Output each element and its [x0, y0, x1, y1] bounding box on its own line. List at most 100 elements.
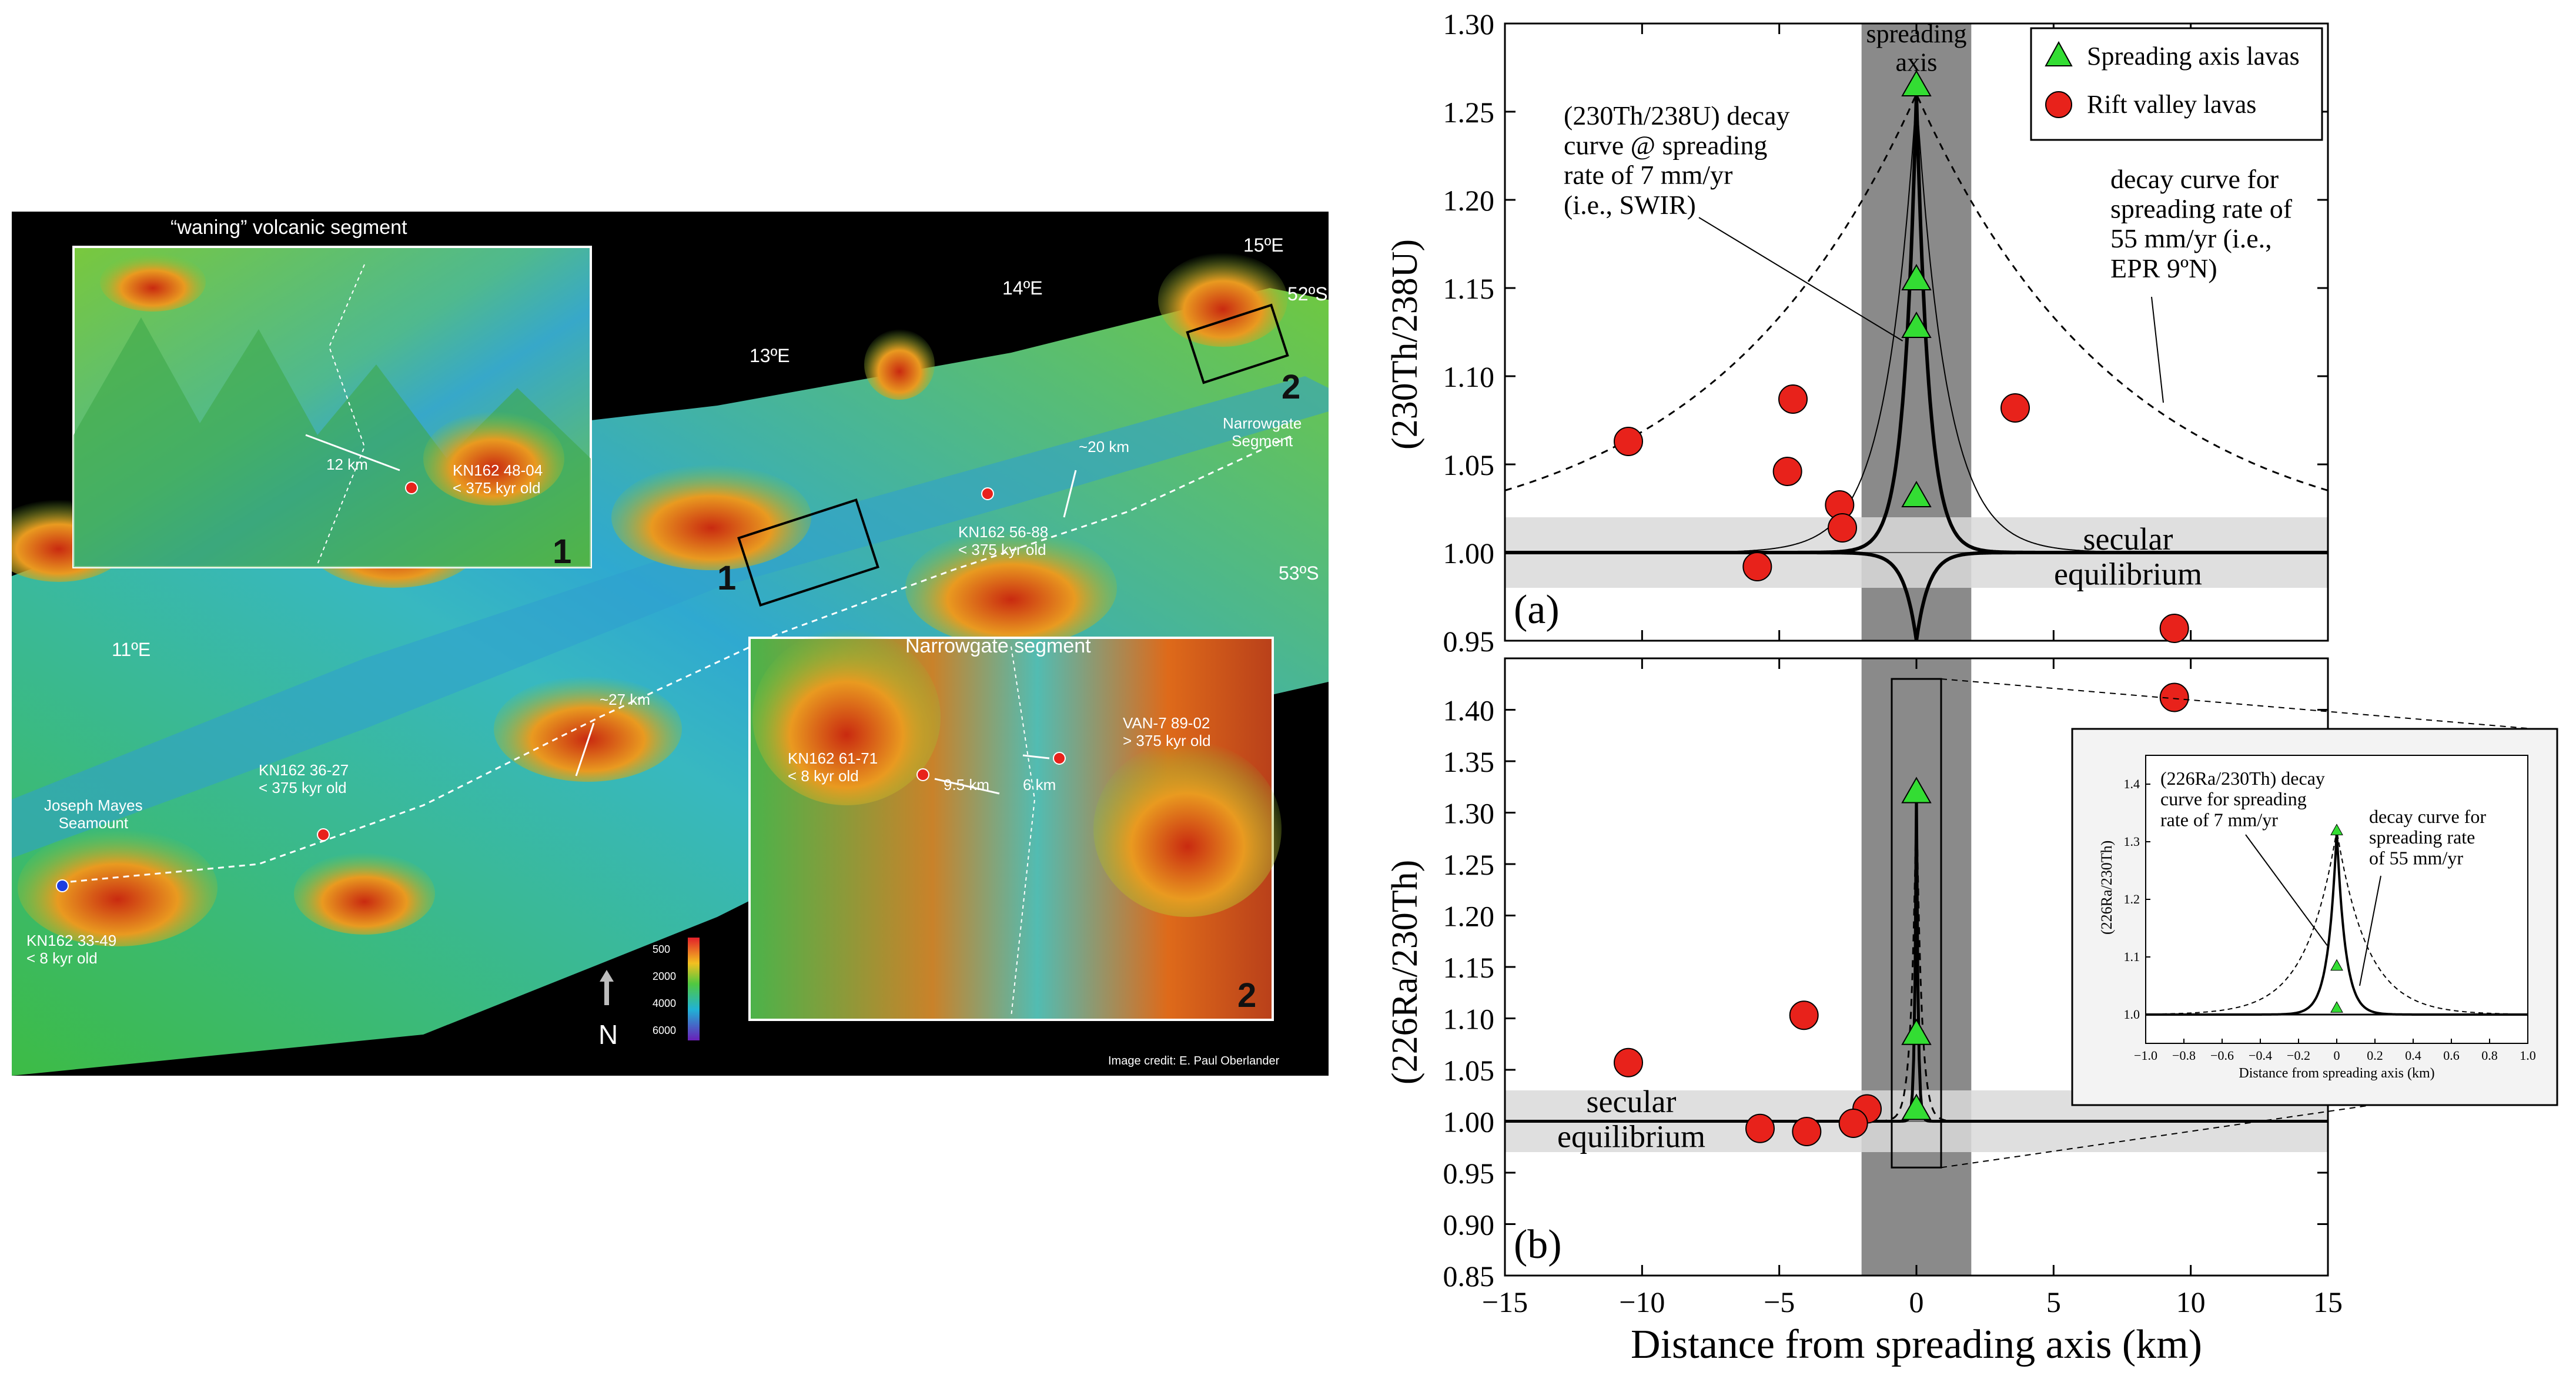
ytick-label-a-4: 1.15	[1443, 272, 1495, 305]
rift-lava-point-a-1	[1778, 384, 1808, 414]
inset-point-2	[2330, 1001, 2343, 1013]
inset-xtick-label-7: 0.4	[2405, 1048, 2421, 1063]
distance-6km: 6 km	[1023, 776, 1056, 794]
axis-lava-point-a-1	[1901, 263, 1932, 290]
lat-label-53s: 53ºS	[1279, 563, 1319, 584]
fast-decay-curve-b	[1505, 792, 2328, 1122]
depth-scale-labels: 500 2000 4000 6000	[653, 943, 677, 1036]
sample-van-7-89-02: VAN-7 89-02 > 375 kyr old	[1123, 714, 1211, 749]
rift-lava-point-b-3	[1792, 1117, 1822, 1146]
ytick-label-a-1: 1.00	[1443, 537, 1495, 570]
ytick-label-b-4: 1.05	[1443, 1054, 1495, 1087]
secular-label-b: secular equilibrium	[1557, 1084, 1705, 1154]
image-credit: Image credit: E. Paul Oberlander	[1108, 1055, 1280, 1067]
ytick-label-b-0: 0.85	[1443, 1260, 1495, 1293]
legend-circle-marker	[2045, 91, 2072, 118]
rift-lava-point-a-7	[2159, 614, 2189, 643]
sample-kn162-61-71: KN162 61-71 < 8 kyr old	[788, 749, 878, 785]
inset-ytick-label-3: 1.3	[2124, 834, 2140, 849]
ylabel-b: (226Ra/230Th)	[1385, 860, 1425, 1085]
panel-label-a: (a)	[1514, 587, 1560, 632]
inset-xtick-label-5: 0	[2334, 1048, 2340, 1063]
xtick-label-b-2: −5	[1764, 1286, 1795, 1318]
distance-20km: ~20 km	[1079, 438, 1129, 456]
inset-fast-pointer	[2359, 875, 2381, 986]
sample-kn162-36-27: KN162 36-27 < 375 kyr old	[259, 761, 349, 796]
xtick-label-b-6: 15	[2313, 1286, 2343, 1318]
inset-xtick-label-8: 0.6	[2443, 1048, 2460, 1063]
ytick-label-a-5: 1.20	[1443, 184, 1495, 217]
rift-lava-point-b-0	[1614, 1047, 1643, 1077]
rift-lava-point-a-5	[1742, 552, 1772, 581]
ytick-label-a-2: 1.05	[1443, 448, 1495, 481]
north-arrow-label: N	[598, 1019, 618, 1050]
lon-label-15e: 15ºE	[1243, 235, 1284, 256]
inset-fast-annotation: decay curve for spreading rate of 55 mm/yr	[2369, 806, 2486, 868]
inset-slow-annotation: (226Ra/230Th) decay curve for spreading ra…	[2160, 768, 2325, 830]
axis-lava-point-b-2	[1901, 1093, 1932, 1120]
rift-lava-point-b-6	[2159, 682, 2189, 712]
axis-lava-point-b-1	[1901, 1018, 1932, 1045]
legend-box	[2030, 27, 2323, 141]
inset-ytick-label-4: 1.4	[2124, 776, 2140, 791]
seamount-label: Joseph Mayes Seamount	[44, 796, 143, 832]
slow-decay-curve-lower-a	[1505, 551, 2328, 641]
xtick-label-b-5: 10	[2176, 1286, 2206, 1318]
bathymetry-render	[12, 246, 1329, 1076]
inset-xtick-label-4: −0.2	[2287, 1048, 2310, 1063]
ylabel-a: (230Th/238U)	[1385, 239, 1425, 450]
inset-ylabel: (226Ra/230Th)	[2098, 841, 2115, 935]
inset-xtick-label-1: −0.8	[2172, 1048, 2196, 1063]
legend-axis-lavas: Spreading axis lavas	[2087, 42, 2300, 71]
ytick-label-b-10: 1.35	[1443, 745, 1495, 778]
ytick-label-a-0: 0.95	[1443, 625, 1495, 658]
fast-curve-pointer-a	[2151, 296, 2164, 403]
inset-ytick-label-2: 1.2	[2124, 892, 2140, 906]
distance-9-5km: 9.5 km	[944, 776, 990, 794]
zoom-box	[1891, 678, 1942, 1169]
rift-lava-point-a-2	[1772, 457, 1802, 486]
secular-label-a: secular equilibrium	[2054, 521, 2202, 591]
ytick-label-b-11: 1.40	[1443, 694, 1495, 727]
inset-xtick-label-10: 1.0	[2520, 1048, 2536, 1063]
ytick-label-b-1: 0.90	[1443, 1209, 1495, 1241]
waning-segment-title: “waning” volcanic segment	[170, 216, 407, 239]
xlabel-b: Distance from spreading axis (km)	[1631, 1322, 2202, 1367]
legend-triangle-marker	[2045, 41, 2073, 66]
inset-point-1	[2330, 959, 2343, 971]
inset-xlabel: Distance from spreading axis (km)	[2239, 1066, 2434, 1081]
ytick-label-b-7: 1.20	[1443, 900, 1495, 933]
xtick-label-b-4: 5	[2046, 1286, 2061, 1318]
box-label-1: 1	[717, 559, 737, 597]
distance-27km: ~27 km	[600, 691, 650, 708]
rift-lava-point-a-6	[2000, 393, 2030, 423]
inset-xtick-label-3: −0.4	[2249, 1048, 2272, 1063]
axis-lava-point-a-3	[1901, 480, 1932, 507]
rift-lava-point-a-0	[1614, 427, 1643, 456]
narrowgate-place-label: Narrowgate Segment	[1223, 414, 1302, 450]
inset-ytick-label-1: 1.1	[2124, 949, 2140, 964]
sample-kn162-48-04: KN162 48-04 < 375 kyr old	[453, 461, 543, 497]
ytick-label-b-6: 1.15	[1443, 951, 1495, 984]
inset-xtick-label-6: 0.2	[2367, 1048, 2383, 1063]
chart-svg: 0.95 1.00 1.05 1.10 1.15 1.20 1.2 5 1.3 0 (a) (230T…	[1385, 8, 2558, 1367]
rift-lava-point-b-2	[1745, 1113, 1775, 1143]
lat-label-52s: 52ºS	[1287, 283, 1328, 304]
lon-label-11e: 11ºE	[112, 639, 151, 660]
inset-number-1: 1	[553, 533, 572, 571]
lon-label-13e: 13ºE	[750, 345, 790, 366]
rift-lava-point-b-5	[1838, 1109, 1868, 1138]
zoom-connector-top	[1941, 678, 2534, 729]
axis-lava-point-b-0	[1901, 776, 1932, 804]
slow-curve-pointer-a	[1698, 217, 1903, 342]
box-label-2: 2	[1282, 368, 1301, 406]
distance-12km: 12 km	[326, 456, 368, 473]
lon-label-14e: 14ºE	[1002, 277, 1043, 299]
narrowgate-segment-title: Narrowgate segment	[905, 635, 1091, 657]
axis-lava-point-a-2	[1901, 311, 1932, 338]
panel-label-b: (b)	[1514, 1222, 1562, 1267]
inset-chart: 1.0 1.1 1.2 1.3 1.4 −1.0 −0.8 −0.6 −0.4 −0.2 0 0.2 0…	[2071, 728, 2558, 1106]
inset-ytick-label-0: 1.0	[2124, 1007, 2140, 1022]
inset-xtick-label-2: −0.6	[2210, 1048, 2234, 1063]
ytick-label-a-3: 1.10	[1443, 360, 1495, 393]
